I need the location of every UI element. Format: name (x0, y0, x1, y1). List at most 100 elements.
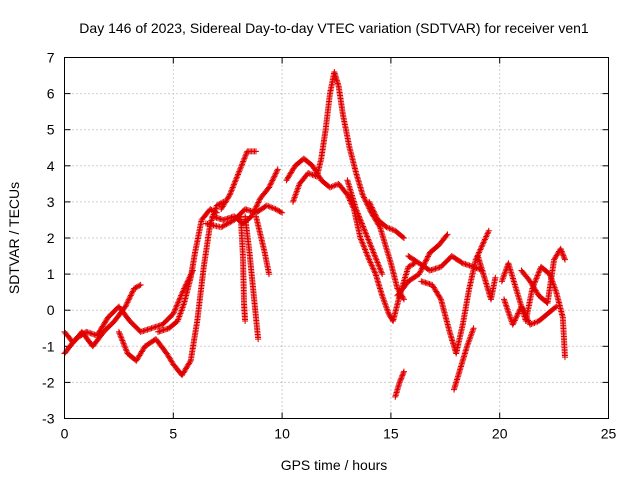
data-point (484, 230, 491, 237)
data-point (209, 207, 216, 214)
data-point (443, 232, 450, 239)
data-point (220, 222, 227, 229)
data-point (346, 196, 353, 203)
x-tick-label: 25 (601, 426, 617, 442)
data-point (241, 155, 248, 162)
y-tick-label: -3 (42, 411, 55, 427)
data-point (328, 183, 335, 190)
data-point (355, 213, 362, 220)
data-point (369, 205, 376, 212)
data-point (272, 206, 279, 213)
data-point (119, 338, 126, 345)
data-point (213, 202, 220, 209)
data-point (504, 305, 511, 312)
data-point (362, 229, 369, 236)
data-point (120, 340, 127, 347)
data-point (384, 224, 391, 231)
data-point (367, 259, 374, 266)
data-point (271, 173, 278, 180)
data-point (509, 321, 516, 328)
data-point (485, 229, 492, 236)
data-point (532, 278, 539, 285)
data-point (458, 259, 465, 266)
data-point (483, 233, 490, 240)
data-point (422, 258, 429, 265)
data-point (222, 222, 229, 229)
data-point (515, 310, 522, 317)
data-point (279, 209, 286, 216)
data-point (176, 295, 183, 302)
data-point (400, 235, 407, 241)
data-point (522, 311, 529, 318)
data-point (233, 174, 240, 181)
data-point (416, 269, 423, 276)
data-point (376, 263, 383, 270)
data-point (425, 252, 432, 259)
data-point (359, 239, 366, 246)
y-tick-label: -1 (42, 338, 55, 354)
data-point (406, 263, 413, 270)
data-point (270, 174, 277, 181)
data-point (118, 334, 125, 341)
data-point (122, 346, 129, 353)
y-tick-label: 7 (47, 50, 55, 66)
data-point (400, 296, 407, 303)
data-point (523, 313, 530, 320)
data-point (363, 250, 370, 257)
data-point (533, 273, 540, 280)
data-point (125, 296, 132, 303)
data-point (397, 376, 404, 383)
y-tick-label: 4 (47, 158, 55, 174)
data-point (125, 298, 132, 305)
data-point (368, 204, 375, 211)
data-point (398, 373, 405, 380)
data-point (399, 372, 406, 379)
data-point (123, 302, 130, 309)
data-point (536, 268, 543, 275)
data-point (369, 263, 376, 270)
data-point (186, 359, 193, 366)
y-tick-label: 1 (47, 266, 55, 282)
data-point (379, 271, 386, 278)
data-point (513, 313, 520, 320)
data-point (277, 209, 284, 216)
data-point (128, 291, 135, 298)
data-point (243, 151, 250, 158)
data-point (552, 304, 559, 311)
data-point (560, 252, 567, 259)
data-point (174, 300, 181, 307)
data-point (171, 308, 178, 315)
data-point (358, 236, 365, 243)
data-point (485, 227, 492, 234)
data-point (360, 242, 367, 249)
data-point (360, 224, 367, 231)
data-point (557, 245, 564, 252)
data-point (272, 170, 279, 177)
data-point (173, 303, 180, 310)
data-point (374, 259, 381, 266)
data-point (268, 204, 275, 211)
series-sat-k (289, 68, 407, 303)
x-tick-labels: 0 5 10 15 20 25 (61, 426, 617, 442)
data-point (274, 166, 281, 173)
data-point (172, 305, 179, 312)
data-point (360, 243, 367, 250)
data-point (383, 224, 390, 231)
data-point (361, 245, 368, 252)
data-point (234, 172, 241, 179)
series-sat-b (61, 267, 196, 357)
data-point (533, 275, 540, 282)
data-point (126, 295, 133, 302)
y-tick-label: 0 (47, 302, 55, 318)
data-point (240, 158, 247, 165)
y-tick-label: -2 (42, 374, 55, 390)
data-point (239, 161, 246, 168)
data-point (357, 235, 364, 241)
data-point (370, 207, 377, 214)
y-tick-labels: -3 -2 -1 0 1 2 3 4 5 6 7 (42, 50, 55, 427)
data-point (437, 295, 444, 302)
data-point (478, 243, 485, 250)
data-point (212, 209, 219, 216)
data-point (553, 303, 560, 310)
data-point (175, 299, 182, 306)
